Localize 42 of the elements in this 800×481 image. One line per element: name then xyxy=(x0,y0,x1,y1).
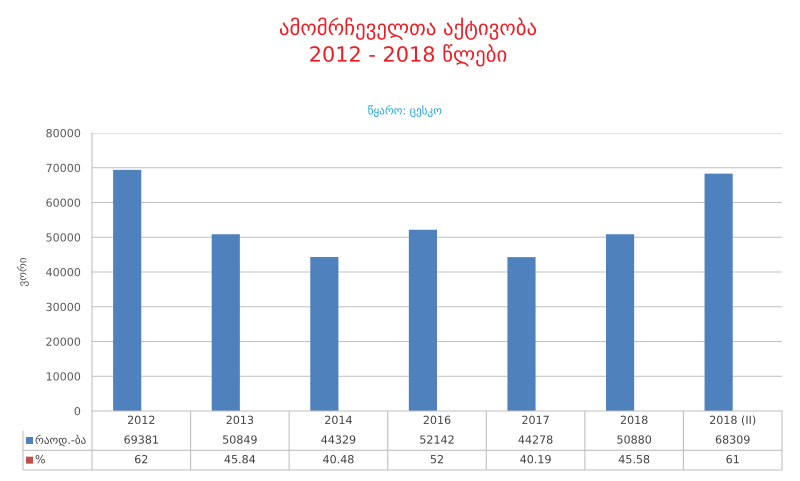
data-label: 45.58 xyxy=(618,454,650,464)
y-tick-label: 30000 xyxy=(46,302,80,312)
data-label: 50849 xyxy=(223,435,257,444)
bar xyxy=(212,234,240,411)
x-tick-label: 2018 xyxy=(620,416,648,424)
x-tick-label: 2014 xyxy=(325,416,352,424)
legend-label: რაოდ.-ბა xyxy=(36,434,86,446)
bar xyxy=(704,174,733,411)
data-label: 45.84 xyxy=(224,454,256,464)
y-tick-label: 50000 xyxy=(46,233,80,242)
chart-title: ამომრჩეველთა აქტივობა 2012 - 2018 წლები xyxy=(280,17,536,67)
x-tick-label: 2017 xyxy=(522,416,549,424)
data-label: 44329 xyxy=(321,435,356,444)
bar xyxy=(507,257,536,411)
bar xyxy=(606,234,634,411)
x-tick-label: 2018 (II) xyxy=(710,415,756,426)
x-tick-label: 2016 xyxy=(424,416,450,424)
data-label: 40.48 xyxy=(323,454,354,464)
y-axis-title: ვორი xyxy=(17,258,29,286)
data-label: 68309 xyxy=(716,435,750,444)
bar xyxy=(408,230,437,411)
y-tick-label: 10000 xyxy=(46,372,80,381)
y-tick-label: 80000 xyxy=(46,128,80,138)
y-tick-label: 60000 xyxy=(46,198,80,207)
y-tick-label: 0 xyxy=(74,406,80,416)
x-tick-label: 2013 xyxy=(226,416,254,424)
data-label: 50880 xyxy=(617,435,652,444)
data-label: 62 xyxy=(134,454,148,464)
bar xyxy=(310,256,338,411)
y-tick-label: 20000 xyxy=(46,337,80,346)
data-label: 44278 xyxy=(518,435,552,444)
bar xyxy=(113,170,142,411)
y-tick-label: 40000 xyxy=(46,268,80,276)
data-label: 52142 xyxy=(420,435,454,444)
legend-label: % xyxy=(36,454,45,464)
x-tick-label: 2012 xyxy=(128,416,154,424)
data-label: 52 xyxy=(430,454,443,464)
data-label: 69381 xyxy=(124,435,158,444)
data-label: 61 xyxy=(726,454,739,464)
y-tick-label: 70000 xyxy=(46,164,80,172)
chart-subtitle: წყარო: ცესკო xyxy=(368,105,442,117)
data-label: 40.19 xyxy=(520,454,551,464)
